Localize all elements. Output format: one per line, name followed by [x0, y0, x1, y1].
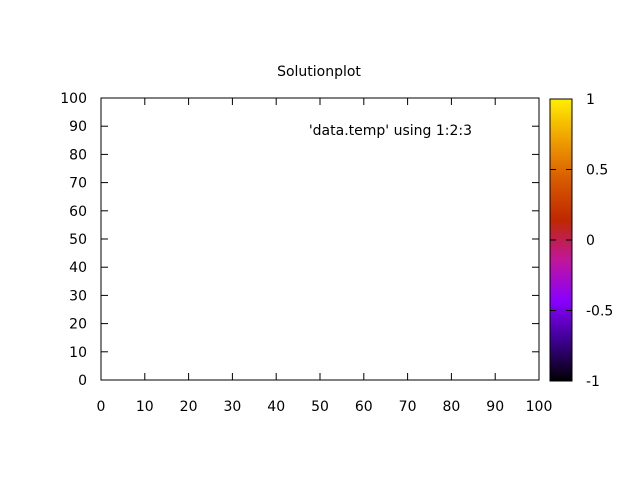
colorbar-tick-label: -1: [586, 374, 600, 390]
colorbar-axis: 1 0.5 0 -0.5 -1: [550, 92, 613, 390]
y-tick-label: 0: [78, 373, 87, 389]
y-tick-label: 40: [69, 260, 87, 276]
colorbar-tick-label: 0: [586, 233, 595, 249]
x-tick-label: 90: [486, 399, 504, 415]
x-tick-label: 10: [136, 399, 154, 415]
x-tick-label: 80: [442, 399, 460, 415]
chart-title: Solutionplot: [277, 64, 361, 80]
y-tick-label: 100: [60, 91, 87, 107]
x-tick-label: 40: [267, 399, 285, 415]
y-tick-label: 90: [69, 119, 87, 135]
y-tick-label: 10: [69, 345, 87, 361]
y-axis: 0 10 20 30 40 50 60 70 80 90 100: [60, 91, 539, 389]
y-tick-label: 60: [69, 204, 87, 220]
y-tick-label: 80: [69, 147, 87, 163]
x-tick-label: 20: [180, 399, 198, 415]
x-tick-label: 0: [97, 399, 106, 415]
y-tick-label: 70: [69, 176, 87, 192]
colorbar-tick-label: 0.5: [586, 163, 608, 179]
x-axis: 0 10 20 30 40 50 60 70 80 90 100: [97, 98, 553, 415]
colorbar-tick-label: -0.5: [586, 304, 613, 320]
y-tick-label: 30: [69, 288, 87, 304]
colorbar-tick-label: 1: [586, 92, 595, 108]
legend-entry: 'data.temp' using 1:2:3: [309, 123, 472, 139]
x-tick-label: 30: [223, 399, 241, 415]
x-tick-label: 60: [355, 399, 373, 415]
y-tick-label: 50: [69, 232, 87, 248]
x-tick-label: 70: [399, 399, 417, 415]
y-tick-label: 20: [69, 317, 87, 333]
x-tick-label: 100: [526, 399, 553, 415]
plot-area: [100, 97, 540, 381]
x-tick-label: 50: [311, 399, 329, 415]
